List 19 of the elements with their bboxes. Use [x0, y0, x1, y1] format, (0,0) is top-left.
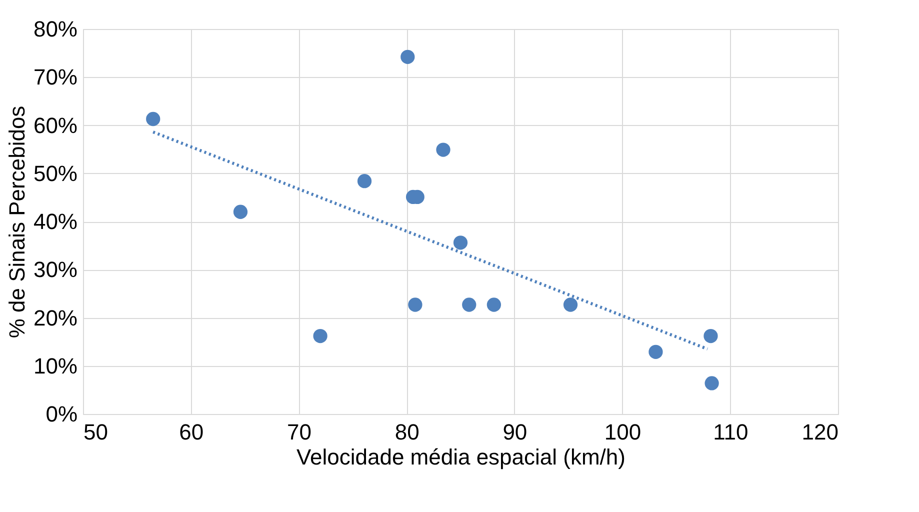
x-tick-label: 80 [394, 420, 420, 444]
x-tick-label: 100 [604, 420, 642, 444]
y-axis-title: % de Sinais Percebidos [4, 106, 30, 338]
x-tick-label: 110 [713, 420, 748, 444]
x-tick-label: 60 [179, 420, 204, 444]
y-tick-label: 50% [33, 160, 78, 186]
y-tick-label: 80% [33, 16, 78, 42]
x-tick-label: 90 [502, 420, 528, 444]
y-tick-label: 70% [33, 64, 78, 90]
x-axis-title: Velocidade média espacial (km/h) [296, 444, 626, 470]
y-tick-label: 20% [33, 305, 78, 330]
x-tick-label: 50 [84, 420, 108, 444]
y-tick-label: 0% [46, 402, 78, 426]
y-tick-label: 10% [33, 353, 78, 378]
x-tick-label: 70 [286, 420, 312, 444]
y-tick-label: 30% [33, 257, 78, 282]
y-tick-label: 60% [33, 112, 78, 138]
x-tick-label: 120 [802, 420, 838, 444]
y-tick-label: 40% [33, 209, 78, 234]
